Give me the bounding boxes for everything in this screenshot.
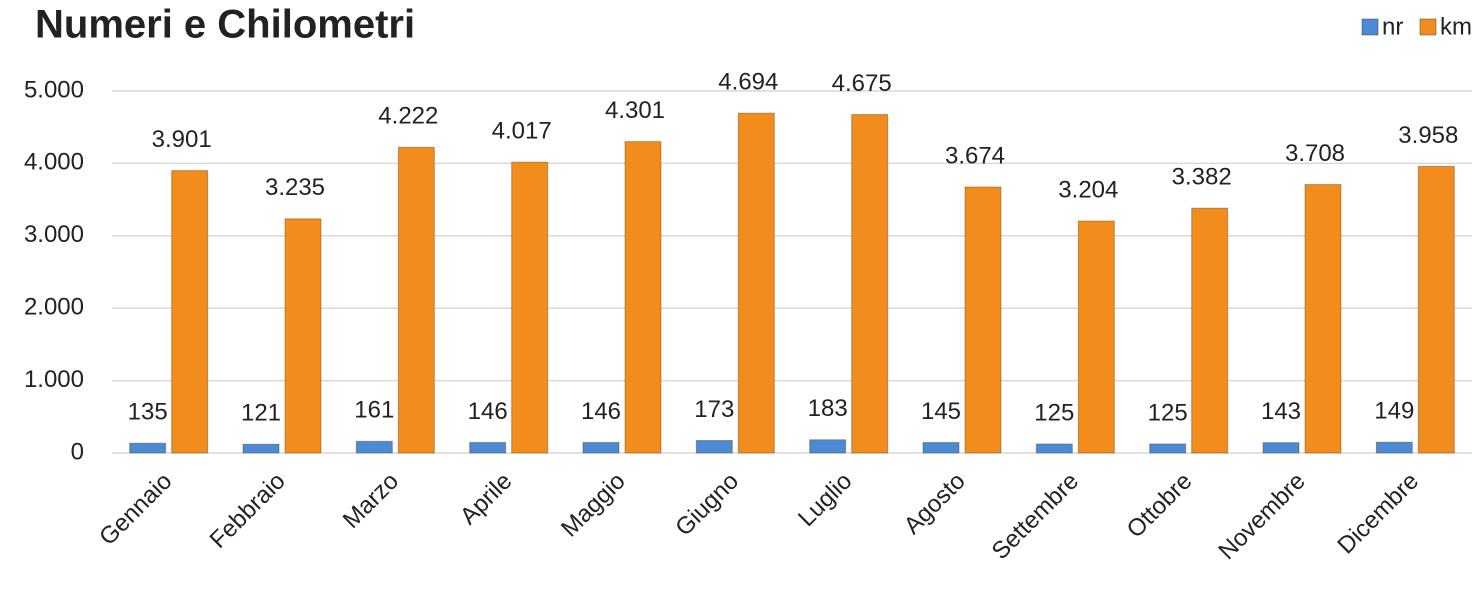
legend-swatch xyxy=(1419,18,1437,36)
data-label: 3.901 xyxy=(152,126,212,153)
x-tick-label: Gennaio xyxy=(94,468,177,551)
x-tick-label: Agosto xyxy=(899,468,971,540)
bar xyxy=(129,442,167,454)
y-tick-label: 2.000 xyxy=(24,294,84,321)
data-label: 4.017 xyxy=(492,118,552,145)
y-tick-label: 3.000 xyxy=(24,221,84,248)
bar xyxy=(171,170,209,454)
chart-title: Numeri e Chilometri xyxy=(35,3,415,47)
y-tick-label: 4.000 xyxy=(24,149,84,176)
bar xyxy=(1035,443,1073,454)
bar xyxy=(1077,220,1115,454)
bar xyxy=(695,439,733,454)
data-label: 3.674 xyxy=(945,142,1005,169)
bar xyxy=(1149,443,1187,454)
bar xyxy=(809,439,847,454)
data-label: 125 xyxy=(1148,399,1188,426)
bar xyxy=(511,161,549,454)
data-label: 3.235 xyxy=(265,174,325,201)
data-label: 146 xyxy=(581,398,621,425)
bar xyxy=(851,114,889,454)
bar xyxy=(355,440,393,454)
legend-label: nr xyxy=(1382,13,1403,40)
data-label: 143 xyxy=(1261,398,1301,425)
legend-swatch xyxy=(1361,18,1379,36)
data-label: 3.958 xyxy=(1398,122,1458,149)
y-tick-label: 1.000 xyxy=(24,366,84,393)
data-label: 4.694 xyxy=(718,68,778,95)
bar xyxy=(582,441,620,454)
data-label: 173 xyxy=(694,396,734,423)
x-tick-label: Ottobre xyxy=(1122,468,1198,544)
data-label: 146 xyxy=(468,398,508,425)
bar xyxy=(737,112,775,454)
bar xyxy=(397,146,435,454)
data-label: 4.675 xyxy=(832,70,892,97)
bar xyxy=(922,442,960,454)
legend-label: km xyxy=(1440,13,1472,40)
bar xyxy=(1191,207,1229,454)
x-tick-label: Luglio xyxy=(793,468,857,532)
bar xyxy=(624,141,662,454)
data-label: 3.382 xyxy=(1172,163,1232,190)
x-tick-label: Maggio xyxy=(556,468,631,543)
y-tick-label: 0 xyxy=(71,438,84,465)
bar xyxy=(284,218,322,454)
data-label: 3.204 xyxy=(1058,176,1118,203)
data-label: 121 xyxy=(241,400,281,427)
bar xyxy=(469,441,507,454)
bar xyxy=(1375,441,1413,454)
data-label: 3.708 xyxy=(1285,140,1345,167)
data-label: 161 xyxy=(354,397,394,424)
bar xyxy=(242,443,280,454)
x-tick-label: Giugno xyxy=(670,468,744,542)
bar xyxy=(1262,442,1300,454)
data-label: 135 xyxy=(128,399,168,426)
bar xyxy=(1304,184,1342,454)
bar xyxy=(964,186,1002,454)
data-label: 4.222 xyxy=(378,103,438,130)
data-label: 4.301 xyxy=(605,97,665,124)
y-tick-label: 5.000 xyxy=(24,76,84,103)
bar xyxy=(1417,165,1455,454)
x-tick-label: Marzo xyxy=(338,468,404,534)
data-label: 145 xyxy=(921,398,961,425)
data-label: 183 xyxy=(808,395,848,422)
data-label: 149 xyxy=(1374,398,1414,425)
x-tick-label: Novembre xyxy=(1213,468,1310,565)
data-label: 125 xyxy=(1034,399,1074,426)
x-tick-label: Febbraio xyxy=(205,468,291,554)
x-tick-label: Dicembre xyxy=(1332,468,1424,560)
x-tick-label: Aprile xyxy=(455,468,517,530)
x-tick-label: Settembre xyxy=(987,468,1084,565)
